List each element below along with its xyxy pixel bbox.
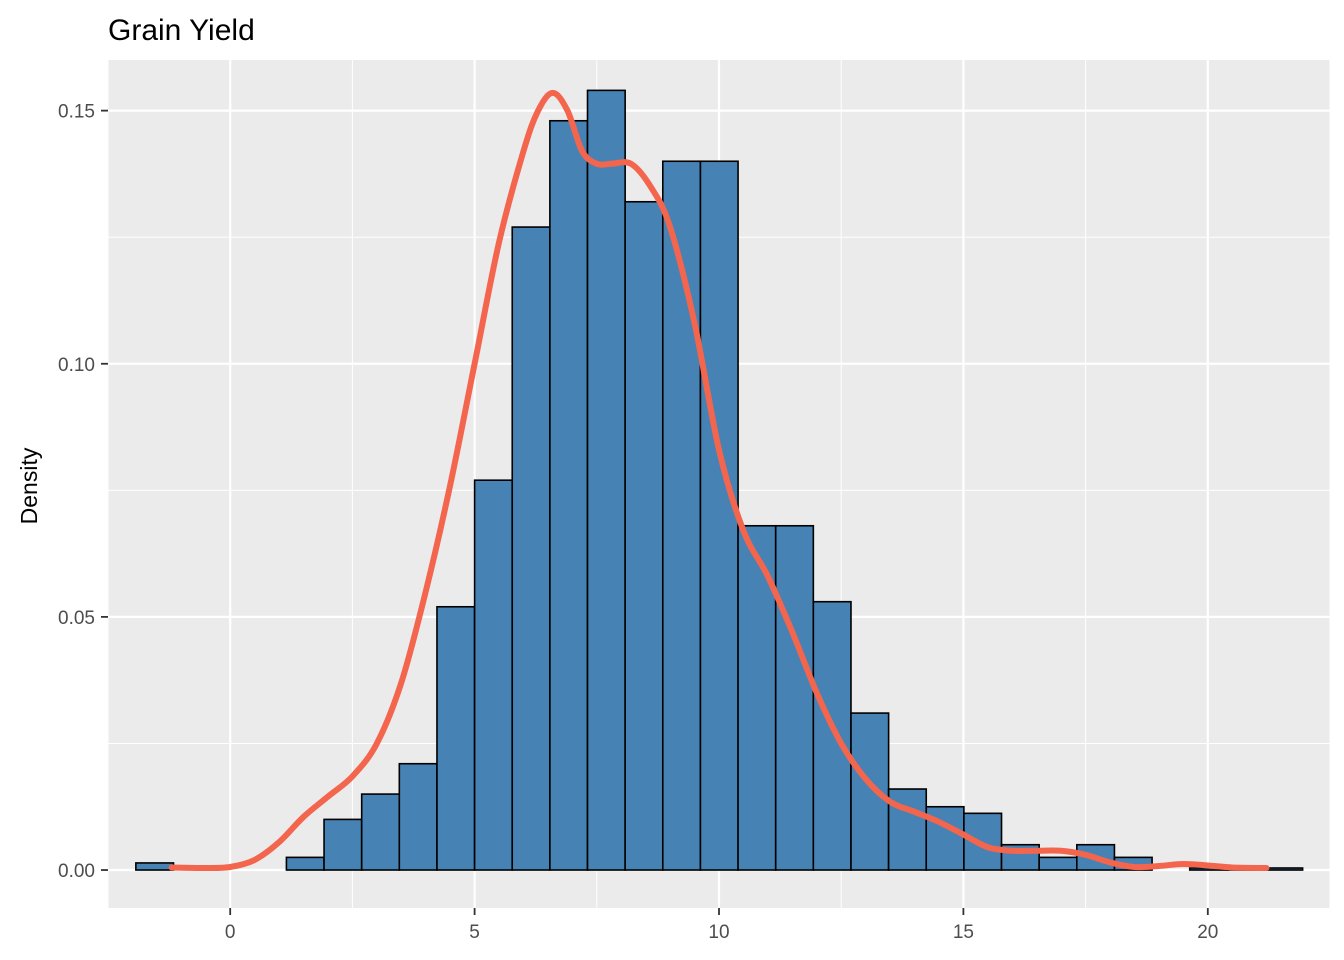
histogram-bar [1038, 856, 1078, 871]
y-tick-label: 0.05 [58, 608, 95, 629]
histogram-bar [511, 226, 551, 871]
histogram-bar [135, 862, 175, 871]
x-tick-label: 5 [469, 922, 480, 943]
histogram-bar [774, 524, 815, 871]
histogram-bar [360, 793, 401, 871]
y-axis-title: Density [16, 447, 42, 524]
x-axis: 0 5 10 15 20 [225, 908, 1218, 943]
histogram-bar [812, 600, 852, 871]
histogram-bar [436, 605, 476, 871]
histogram-bar [398, 762, 438, 871]
histogram-bar [323, 818, 363, 871]
histogram-bar [473, 479, 514, 871]
y-tick-label: 0.10 [58, 355, 95, 376]
y-tick-label: 0.00 [58, 861, 95, 882]
histogram-bar [285, 856, 325, 871]
histogram-bar [624, 200, 664, 871]
density-curve-layer [168, 89, 1270, 872]
histogram-bar [549, 119, 589, 871]
y-axis: 0.00 0.05 0.10 0.15 [58, 102, 108, 882]
histogram-bar [1264, 867, 1304, 871]
y-tick-label: 0.15 [58, 102, 95, 123]
x-tick-label: 20 [1197, 922, 1218, 943]
x-tick-label: 15 [953, 922, 974, 943]
density-curve [168, 89, 1270, 872]
histogram-bar [699, 160, 739, 871]
chart-title: Grain Yield [108, 14, 255, 47]
x-tick-label: 10 [708, 922, 729, 943]
x-tick-label: 0 [225, 922, 236, 943]
histogram-bars [135, 89, 1304, 871]
histogram-bar [586, 89, 626, 871]
histogram-bar [850, 712, 890, 871]
histogram-bar [963, 812, 1003, 871]
